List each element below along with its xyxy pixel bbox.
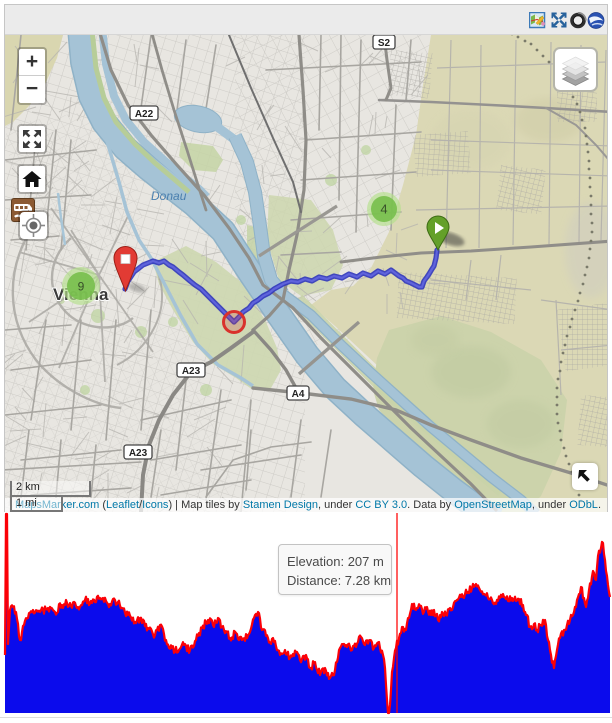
svg-text:A23: A23 <box>182 366 201 377</box>
svg-text:A4: A4 <box>292 389 305 400</box>
svg-text:S2: S2 <box>378 38 391 49</box>
svg-text:A22: A22 <box>135 109 154 120</box>
svg-text:A23: A23 <box>129 448 148 459</box>
svg-text:Donau: Donau <box>151 189 187 203</box>
svg-text:4: 4 <box>380 202 387 217</box>
svg-text:9: 9 <box>78 279 85 293</box>
